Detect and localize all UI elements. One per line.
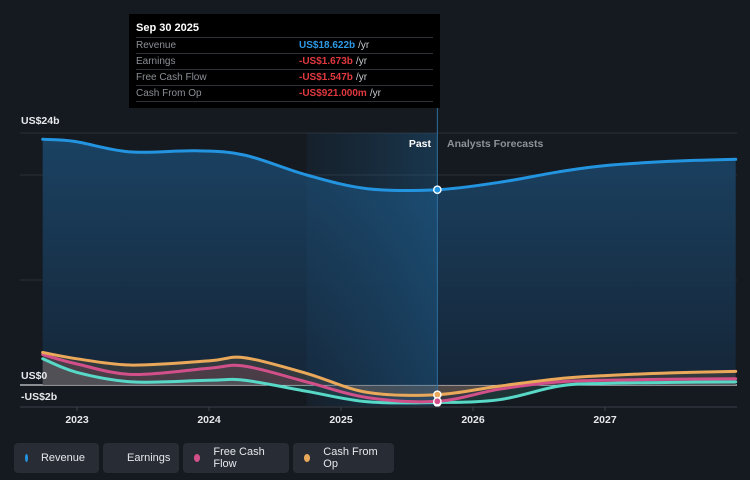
tooltip-unit: /yr — [369, 88, 381, 99]
legend-label: Free Cash Flow — [213, 446, 265, 470]
tooltip-label: Free Cash Flow — [136, 72, 207, 83]
y-tick-label: US$0 — [21, 370, 47, 382]
past-year-highlight — [306, 133, 438, 406]
tooltip-value: -US$921.000m — [299, 88, 367, 99]
y-tick-label: -US$2b — [21, 391, 57, 403]
tooltip-unit: /yr — [355, 72, 368, 83]
tooltip-value: US$18.622b — [299, 40, 356, 51]
forecast-label: Analysts Forecasts — [447, 138, 543, 150]
cash-from-op-line — [41, 350, 738, 397]
legend-label: Revenue — [40, 452, 85, 464]
tooltip-unit: /yr — [355, 56, 368, 67]
current-value-markers — [433, 185, 442, 407]
free-cash-flow-point — [433, 396, 442, 406]
legend-label: Earnings — [127, 452, 171, 464]
tooltip-row-cash-from-op: Cash From Op -US$921.000m /yr — [136, 85, 433, 102]
tooltip-date: Sep 30 2025 — [136, 22, 199, 34]
revenue-dot-icon — [25, 454, 28, 462]
y-tick-label: US$24b — [21, 115, 60, 127]
legend-item-cash-from-op[interactable]: Cash From Op — [293, 443, 394, 473]
legend-item-free-cash-flow[interactable]: Free Cash Flow — [183, 443, 289, 473]
revenue-line — [41, 137, 738, 193]
past-label: Past — [409, 138, 432, 150]
tooltip-row-earnings: Earnings -US$1.673b /yr — [136, 53, 433, 69]
earnings-line — [41, 357, 738, 405]
x-tick-label: 2026 — [461, 414, 485, 426]
legend-item-earnings[interactable]: Earnings — [103, 443, 179, 473]
x-tick-label: 2025 — [329, 414, 353, 426]
legend-item-revenue[interactable]: Revenue — [14, 443, 99, 473]
x-tick-label: 2027 — [593, 414, 617, 426]
cash-from-op-dot-icon — [304, 454, 311, 462]
tooltip-row-revenue: Revenue US$18.622b /yr — [136, 37, 433, 53]
tooltip-label: Earnings — [136, 56, 176, 67]
y-axis-labels: US$24b US$0 -US$2b — [21, 115, 60, 403]
x-tick-label: 2023 — [65, 414, 89, 426]
tooltip-value: -US$1.547b — [299, 72, 353, 83]
tooltip-label: Revenue — [136, 40, 177, 51]
x-tick-label: 2024 — [197, 414, 221, 426]
tooltip-label: Cash From Op — [136, 88, 202, 99]
free-cash-flow-dot-icon — [194, 454, 201, 462]
tooltip-value: -US$1.673b — [299, 56, 353, 67]
tooltip: Sep 30 2025 Revenue US$18.622b /yr Earni… — [129, 14, 440, 108]
tooltip-row-free-cash-flow: Free Cash Flow -US$1.547b /yr — [136, 69, 433, 85]
series-lines — [41, 137, 738, 405]
legend-label: Cash From Op — [323, 446, 378, 470]
revenue-point — [433, 185, 442, 194]
x-axis: 2023 2024 2025 2026 2027 — [20, 406, 737, 426]
free-cash-flow-line — [41, 353, 738, 404]
chart: Past Analysts Forecasts US$24b US$0 -US$2b… — [20, 14, 738, 426]
legend: Revenue Earnings Free Cash Flow Cash Fro… — [14, 443, 394, 473]
tooltip-unit: /yr — [358, 40, 370, 51]
